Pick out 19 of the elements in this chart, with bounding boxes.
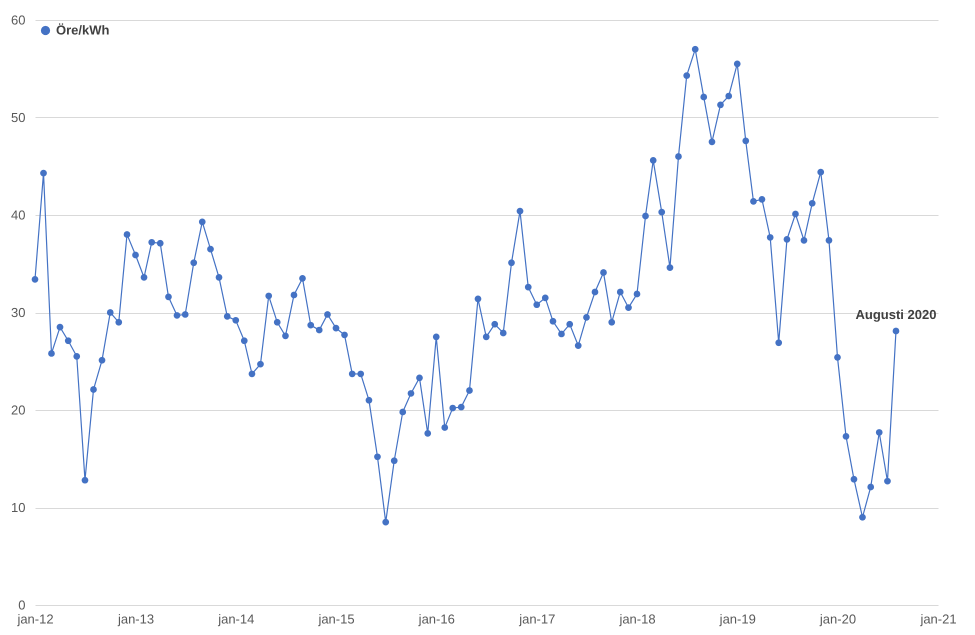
x-tick-label: jan-13	[116, 612, 154, 626]
x-tick-label: jan-17	[518, 612, 556, 626]
x-tick-label: jan-12	[16, 612, 54, 626]
legend-label: Öre/kWh	[56, 22, 110, 38]
x-tick-label: jan-19	[718, 612, 756, 626]
y-tick-label: 10	[11, 500, 26, 515]
y-tick-label: 0	[18, 598, 26, 612]
x-tick-label: jan-18	[618, 612, 656, 626]
x-tick-label: jan-20	[818, 612, 856, 626]
x-tick-label: jan-15	[317, 612, 355, 626]
y-tick-label: 50	[11, 110, 26, 125]
y-tick-label: 60	[11, 12, 26, 28]
x-tick-label: jan-21	[919, 612, 957, 626]
annotation: Augusti 2020	[856, 307, 936, 322]
x-tick-label: jan-14	[217, 612, 254, 626]
y-tick-label: 20	[11, 402, 26, 418]
y-tick-label: 30	[11, 305, 26, 320]
y-tick-label: 40	[11, 208, 26, 222]
x-tick-label: jan-16	[418, 612, 455, 626]
